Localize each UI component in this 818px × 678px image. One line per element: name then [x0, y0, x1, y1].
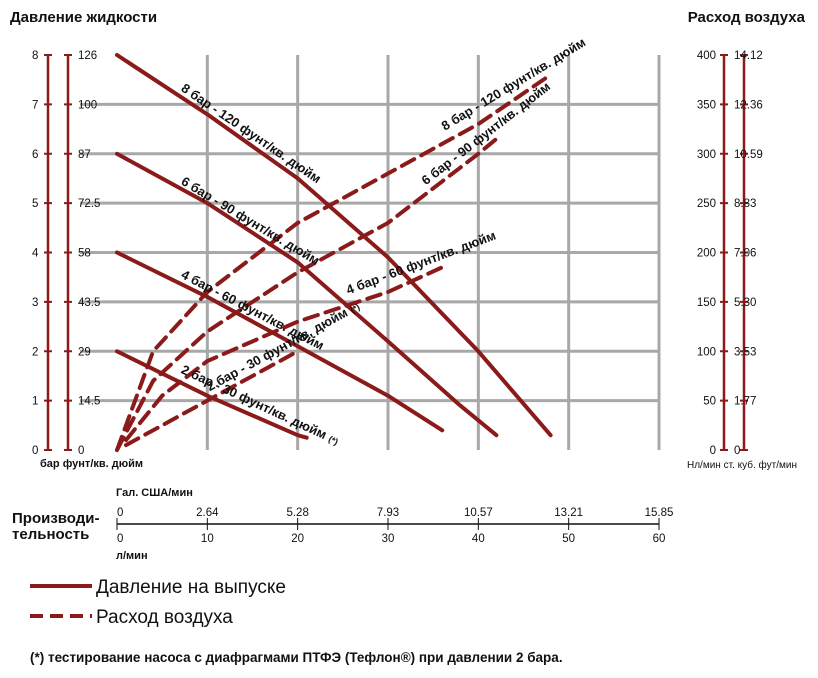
right-scfm-tick-label: 1.77 [734, 396, 756, 408]
x-gpm-tick-label: 0 [117, 507, 123, 519]
left-bar-tick-label: 5 [32, 198, 38, 210]
right-scfm-tick-label: 8.83 [734, 198, 756, 210]
left-psi-tick-label: 100 [78, 99, 97, 111]
x-lmin-tick-label: 10 [201, 533, 214, 545]
x-gpm-tick-label: 15.85 [645, 507, 674, 519]
right-scfm-tick-label: 0 [734, 445, 740, 457]
pressure-curve [115, 151, 499, 438]
legend-label-pressure: Давление на выпуске [96, 577, 286, 598]
pressure-curve [115, 349, 309, 440]
x-lmin-tick-label: 30 [382, 533, 395, 545]
right-scfm-tick-label: 3.53 [734, 346, 756, 358]
left-psi-tick-label: 126 [78, 50, 97, 62]
left-psi-tick-label: 58 [78, 248, 91, 260]
left-unit-label: бар фунт/кв. дюйм [40, 458, 143, 470]
right-unit-label: Нл/мин ст. куб. фут/мин [687, 459, 797, 471]
axes-layer [44, 54, 748, 530]
right-nlmin-tick-label: 50 [703, 396, 716, 408]
right-nlmin-tick-label: 350 [697, 99, 716, 111]
left-psi-tick-label: 87 [78, 149, 91, 161]
pressure-curve [115, 53, 553, 438]
x-lmin-tick-label: 0 [117, 533, 123, 545]
x-lmin-tick-label: 20 [291, 533, 304, 545]
left-psi-tick-label: 72.5 [78, 198, 100, 210]
right-nlmin-tick-label: 0 [710, 445, 716, 457]
right-nlmin-tick-label: 150 [697, 297, 716, 309]
left-bar-tick-label: 0 [32, 445, 38, 457]
pressure-curve [115, 250, 445, 433]
left-bar-tick-label: 2 [32, 346, 38, 358]
curve-label-note: (*) [348, 302, 361, 315]
left-bar-tick-label: 6 [32, 149, 38, 161]
air-curve-label: 2 бар - 30 фунт/кв. дюйм(*) [204, 298, 362, 394]
right-scfm-tick-label: 10.59 [734, 149, 763, 161]
left-psi-tick-label: 0 [78, 445, 84, 457]
productivity-label-line2: тельность [12, 526, 89, 543]
right-scfm-tick-label: 14.12 [734, 50, 763, 62]
left-axis-title: Давление жидкости [10, 9, 157, 26]
x-gpm-tick-label: 7.93 [377, 507, 399, 519]
right-nlmin-tick-label: 300 [697, 149, 716, 161]
x-lmin-label: л/мин [116, 550, 148, 562]
footnote: (*) тестирование насоса с диафрагмами ПТ… [30, 650, 563, 665]
productivity-label-line1: Производи- [12, 510, 100, 527]
right-nlmin-tick-label: 100 [697, 346, 716, 358]
right-scfm-tick-label: 5.30 [734, 297, 756, 309]
right-nlmin-tick-label: 200 [697, 248, 716, 260]
air-flow-curve [115, 72, 553, 452]
left-bar-tick-label: 7 [32, 99, 38, 111]
legend [30, 584, 92, 618]
air-flow-curve [115, 136, 499, 452]
air-flow-curve [124, 349, 300, 448]
right-nlmin-tick-label: 400 [697, 50, 716, 62]
x-gpm-tick-label: 5.28 [286, 507, 308, 519]
x-gpm-tick-label: 13.21 [554, 507, 583, 519]
x-gpm-tick-label: 2.64 [196, 507, 219, 519]
x-lmin-tick-label: 60 [653, 533, 666, 545]
right-scfm-tick-label: 7.06 [734, 248, 756, 260]
air-flow-curve [124, 265, 445, 443]
x-lmin-tick-label: 50 [562, 533, 575, 545]
x-lmin-tick-label: 40 [472, 533, 485, 545]
left-bar-tick-label: 4 [32, 248, 39, 260]
x-gpm-label: Гал. США/мин [116, 487, 193, 499]
left-psi-tick-label: 43.5 [78, 297, 100, 309]
curve-label-note: (*) [327, 434, 340, 447]
text-layer: Давление жидкости Расход воздуха бар фун… [10, 9, 806, 665]
curve-layer [115, 53, 553, 452]
x-gpm-tick-label: 10.57 [464, 507, 493, 519]
left-bar-tick-label: 8 [32, 50, 38, 62]
legend-label-air: Расход воздуха [96, 607, 233, 628]
right-nlmin-tick-label: 250 [697, 198, 716, 210]
left-bar-tick-label: 3 [32, 297, 38, 309]
left-psi-tick-label: 29 [78, 346, 91, 358]
grid-layer [80, 55, 661, 450]
right-axis-title: Расход воздуха [688, 9, 806, 26]
left-bar-tick-label: 1 [32, 396, 38, 408]
left-psi-tick-label: 14.5 [78, 396, 100, 408]
right-scfm-tick-label: 12.36 [734, 99, 763, 111]
pressure-curve-label: 8 бар - 120 фунт/кв. дюйм [179, 80, 324, 186]
